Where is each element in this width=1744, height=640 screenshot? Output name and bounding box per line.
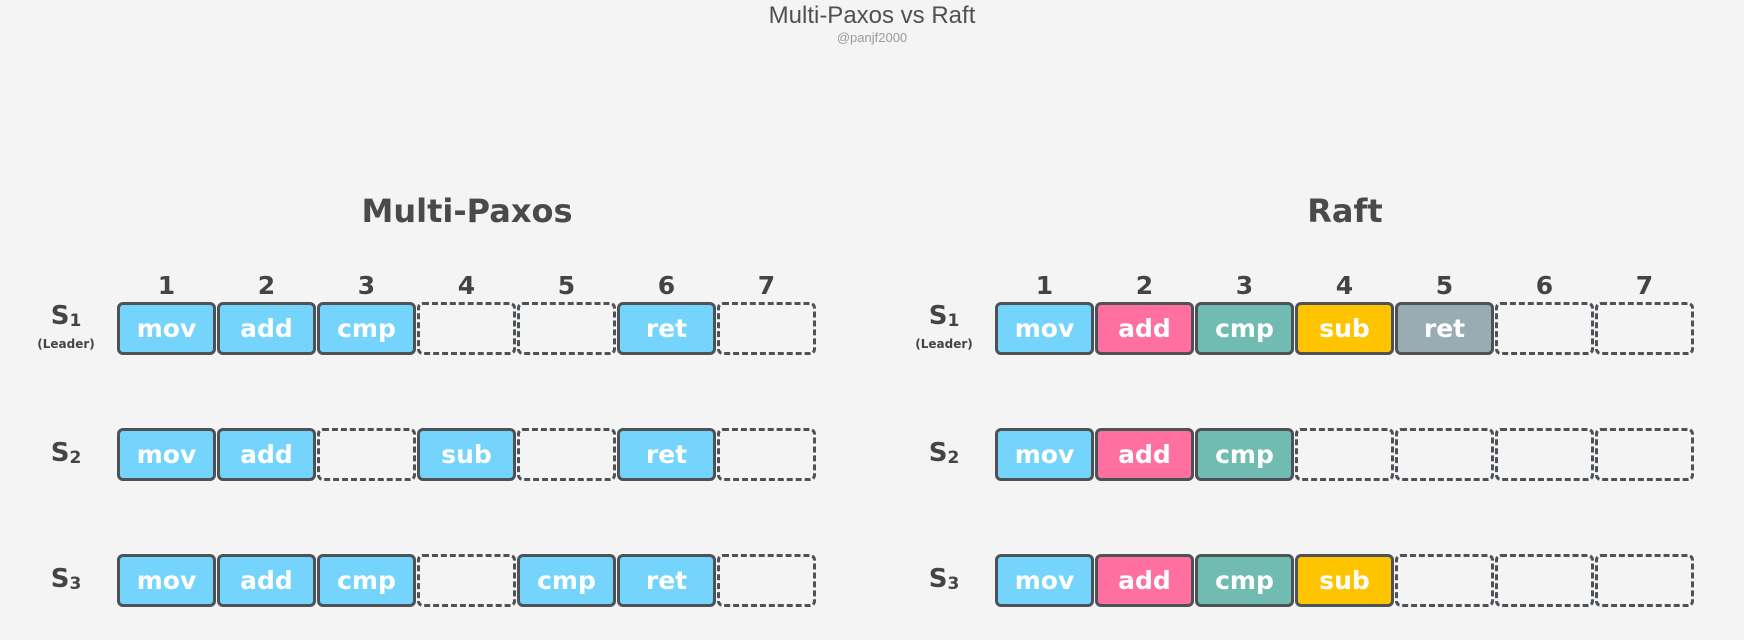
raft-log-entry-add: add [1095,554,1194,607]
log-index-7: 7 [757,271,776,300]
server-number: 1 [69,311,82,331]
page-title: Multi-Paxos vs Raft [768,2,976,29]
log-index-6: 6 [657,271,676,300]
leader-role-label: (Leader) [37,337,95,351]
log-index-6: 6 [1535,271,1554,300]
multi-paxos-empty-slot [517,302,616,355]
raft-log-entry-cmp: cmp [1195,428,1294,481]
multi-paxos-panel: Multi-Paxos 1 2 3 4 5 6 7 S1 (Leader) mov add cmp ret… [20,192,816,607]
raft-panel: Raft 1 2 3 4 5 6 7 S1 (Leader) mov add cmp sub ret S2 mo… [878,0,1744,640]
multi-paxos-log-entry-mov: mov [117,554,216,607]
leader-role-label: (Leader) [915,337,973,351]
server-letter: S [50,301,70,331]
raft-empty-slot [1595,302,1694,355]
raft-title: Raft [1307,192,1383,230]
log-index-2: 2 [257,271,276,300]
server-name: S3 [898,564,990,597]
raft-empty-slot [1295,428,1394,481]
raft-empty-slot [1595,428,1694,481]
raft-log-entry-add: add [1095,302,1194,355]
multi-paxos-log-entry-ret: ret [617,428,716,481]
log-index-4: 4 [457,271,476,300]
multi-paxos-log-entry-ret: ret [617,554,716,607]
log-index-2: 2 [1135,271,1154,300]
multi-paxos-log-entry-cmp: cmp [317,554,416,607]
multi-paxos-server-label-3: S3 [20,564,112,597]
multi-paxos-log-entry-mov: mov [117,302,216,355]
multi-paxos-server-label-2: S2 [20,438,112,471]
server-letter: S [50,438,70,468]
raft-log-entry-add: add [1095,428,1194,481]
raft-empty-slot [1495,554,1594,607]
raft-server-label-1: S1 (Leader) [898,301,990,352]
multi-paxos-empty-slot [717,302,816,355]
server-number: 2 [69,448,82,468]
multi-paxos-empty-slot [517,428,616,481]
raft-empty-slot [1395,428,1494,481]
server-name: S1 [20,301,112,334]
header: Multi-Paxos vs Raft @panjf2000 [0,2,1744,46]
log-index-3: 3 [357,271,376,300]
log-index-3: 3 [1235,271,1254,300]
server-number: 1 [947,311,960,331]
raft-empty-slot [1395,554,1494,607]
log-index-4: 4 [1335,271,1354,300]
log-index-1: 1 [157,271,176,300]
multi-paxos-log-entry-add: add [217,554,316,607]
raft-log-entry-ret: ret [1395,302,1494,355]
server-name: S3 [20,564,112,597]
server-letter: S [928,564,948,594]
raft-log-entry-sub: sub [1295,554,1394,607]
server-number: 2 [947,448,960,468]
multi-paxos-log-entry-cmp: cmp [317,302,416,355]
server-letter: S [928,301,948,331]
server-letter: S [928,438,948,468]
multi-paxos-log-entry-cmp: cmp [517,554,616,607]
server-name: S1 [898,301,990,334]
raft-server-label-2: S2 [898,438,990,471]
multi-paxos-empty-slot [717,554,816,607]
multi-paxos-log-entry-add: add [217,302,316,355]
multi-paxos-log-entry-sub: sub [417,428,516,481]
raft-empty-slot [1595,554,1694,607]
server-name: S2 [20,438,112,471]
server-number: 3 [947,574,960,594]
multi-paxos-empty-slot [317,428,416,481]
server-name: S2 [898,438,990,471]
multi-paxos-empty-slot [417,554,516,607]
raft-server-label-3: S3 [898,564,990,597]
server-number: 3 [69,574,82,594]
raft-log-entry-cmp: cmp [1195,302,1294,355]
multi-paxos-empty-slot [717,428,816,481]
multi-paxos-log-entry-ret: ret [617,302,716,355]
raft-log-entry-cmp: cmp [1195,554,1294,607]
raft-log-entry-sub: sub [1295,302,1394,355]
multi-paxos-server-label-1: S1 (Leader) [20,301,112,352]
multi-paxos-title: Multi-Paxos [361,192,573,230]
multi-paxos-log-entry-add: add [217,428,316,481]
log-index-7: 7 [1635,271,1654,300]
multi-paxos-log-entry-mov: mov [117,428,216,481]
multi-paxos-empty-slot [417,302,516,355]
server-letter: S [50,564,70,594]
raft-empty-slot [1495,302,1594,355]
log-index-1: 1 [1035,271,1054,300]
raft-log-entry-mov: mov [995,302,1094,355]
raft-empty-slot [1495,428,1594,481]
log-index-5: 5 [1435,271,1454,300]
author-handle: @panjf2000 [836,30,908,45]
raft-log-entry-mov: mov [995,428,1094,481]
log-index-5: 5 [557,271,576,300]
raft-log-entry-mov: mov [995,554,1094,607]
